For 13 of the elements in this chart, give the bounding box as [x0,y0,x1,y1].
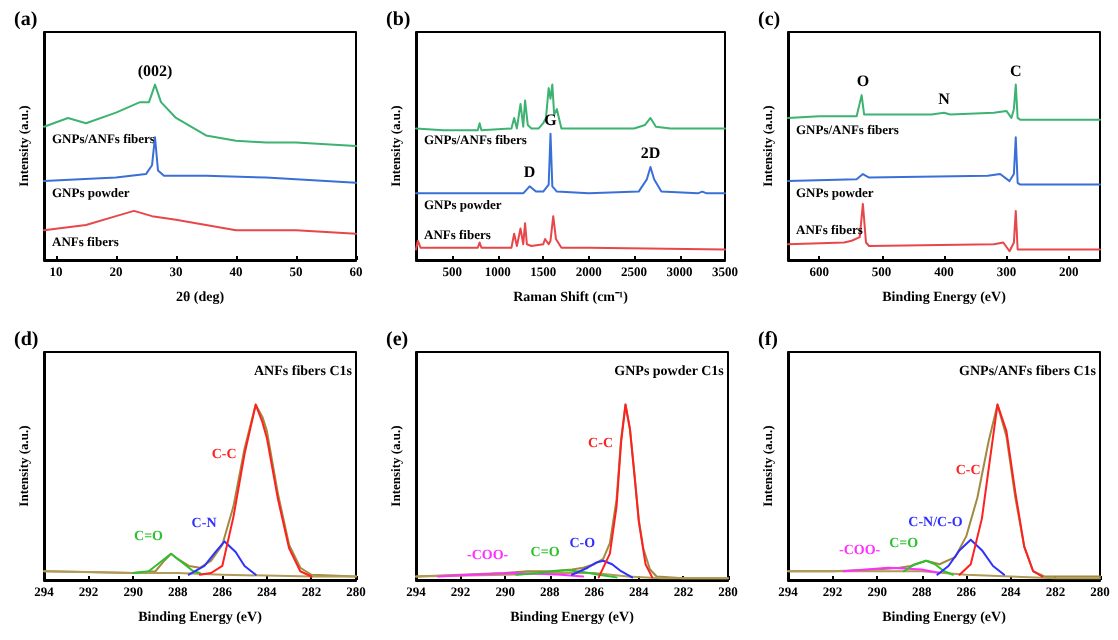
annotation: O [856,72,870,91]
annotation: D [523,163,536,182]
annotation: G [544,110,557,129]
annotation: (002) [137,61,173,80]
chart-title: (b) [386,9,411,31]
annotation: 2D [640,144,661,163]
annotation: C [1009,61,1022,80]
annotation: N [938,89,951,108]
chart-title: (a) [14,9,38,31]
chart-title: (f) [758,329,778,351]
chart-title: (e) [386,329,409,351]
chart-title: (c) [758,9,781,31]
chart-title: (d) [14,329,39,351]
